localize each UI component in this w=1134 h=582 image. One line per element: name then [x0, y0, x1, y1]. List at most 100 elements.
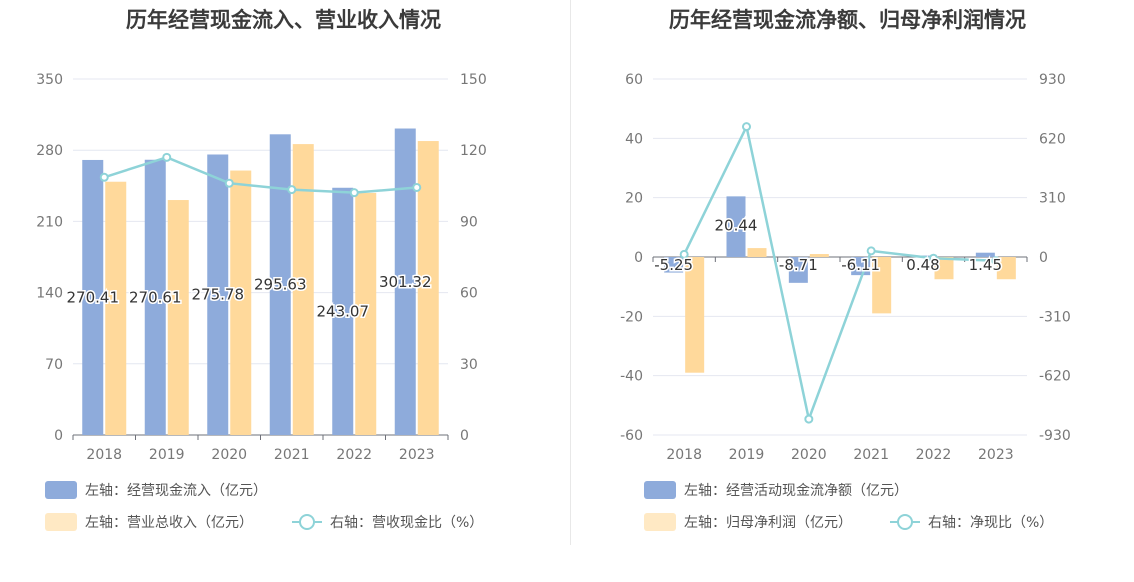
ratio-point	[412, 182, 422, 192]
bar-blue	[975, 252, 995, 257]
ratio-point	[929, 253, 938, 263]
y-tick-left: 0	[634, 250, 643, 266]
data-label: -6.11	[841, 256, 880, 274]
legend-swatch-orange	[644, 513, 676, 531]
y-tick-left: -60	[620, 428, 643, 444]
bar-orange	[355, 192, 377, 435]
data-label: 270.61	[129, 288, 182, 306]
left-chart-svg: 0 0 70 30 140 60 210 90 280 120 350 150 2018 2019 2020…	[36, 72, 487, 463]
bar-orange	[167, 200, 189, 435]
ratio-point	[866, 246, 876, 256]
y-tick-left: 210	[36, 214, 63, 230]
chart-title-right: 历年经营现金流净额、归母净利润情况	[669, 8, 1026, 32]
y-tick-left: 280	[36, 143, 63, 159]
y-tick-right: 930	[1039, 72, 1066, 88]
y-tick-left: 140	[36, 286, 63, 302]
y-tick-left: 70	[45, 357, 63, 373]
legend-item-ratio[interactable]: 右轴：营收现金比（%）	[292, 512, 483, 532]
right-chart-panel: 历年经营现金流净额、归母净利润情况 -60 -930 -40 -620 -20 -310 0…	[567, 0, 1134, 582]
data-label: 275.78	[192, 286, 245, 304]
bar-blue	[332, 187, 354, 435]
y-tick-right: 90	[460, 214, 478, 230]
bar-orange	[809, 254, 829, 257]
bar-blue	[394, 128, 416, 435]
y-tick-right: 120	[460, 143, 487, 159]
ratio-point	[224, 178, 234, 188]
chart-title-left: 历年经营现金流入、营业收入情况	[126, 8, 441, 32]
legend-swatch-blue	[644, 481, 676, 499]
y-tick-left: -40	[620, 369, 643, 385]
y-tick-right: 620	[1039, 131, 1066, 147]
y-tick-left: 0	[54, 428, 63, 444]
x-tick-label: 2018	[86, 447, 122, 463]
ratio-point	[742, 122, 751, 132]
bar-blue	[82, 159, 104, 435]
data-label: -5.25	[654, 256, 693, 274]
y-tick-right: 60	[460, 286, 478, 302]
bar-orange	[747, 248, 767, 257]
legend-line-icon	[292, 513, 322, 531]
x-tick-label: 2022	[916, 447, 952, 463]
bar-blue	[726, 196, 746, 257]
legend-item-net-cashflow[interactable]: 左轴：经营活动现金流净额（亿元）	[644, 480, 908, 500]
legend-line-icon	[890, 513, 920, 531]
bar-blue	[144, 159, 166, 435]
bar-blue	[664, 257, 684, 273]
legend-item-net-ratio[interactable]: 右轴：净现比（%）	[890, 512, 1053, 532]
data-label: 295.63	[254, 276, 307, 294]
ratio-point	[991, 256, 1001, 266]
bar-orange	[872, 257, 892, 314]
ratio-point	[287, 185, 297, 195]
y-tick-right: 0	[1039, 250, 1048, 266]
y-tick-left: 20	[625, 191, 643, 207]
bar-orange	[934, 257, 954, 280]
legend-item-revenue[interactable]: 左轴：营业总收入（亿元）	[45, 512, 253, 532]
y-tick-right: 0	[460, 428, 469, 444]
x-tick-label: 2020	[211, 447, 247, 463]
data-label: 1.45	[969, 256, 1002, 274]
data-label: 301.32	[379, 273, 432, 291]
y-tick-right: 150	[460, 72, 487, 88]
bar-orange	[996, 257, 1016, 280]
legend-item-inflow[interactable]: 左轴：经营现金流入（亿元）	[45, 480, 267, 500]
bar-blue	[851, 257, 871, 276]
bar-blue	[788, 257, 808, 283]
legend-swatch-orange	[45, 513, 77, 531]
y-tick-left: 350	[36, 72, 63, 88]
bar-blue	[269, 134, 291, 435]
legend-label: 左轴：经营现金流入（亿元）	[85, 483, 267, 499]
left-chart-panel: 历年经营现金流入、营业收入情况 0 0 70 30 140 60 210 90 280 120 35…	[36, 8, 487, 532]
ratio-line	[103, 155, 417, 194]
bar-orange	[417, 141, 439, 435]
ratio-point	[349, 188, 359, 198]
y-tick-left: 40	[625, 131, 643, 147]
y-tick-left: -20	[620, 309, 643, 325]
ratio-point	[99, 172, 109, 182]
x-tick-label: 2022	[336, 447, 372, 463]
ratio-point	[162, 152, 172, 162]
legend-swatch-blue	[45, 481, 77, 499]
ratio-point	[679, 249, 689, 259]
right-chart-svg: -60 -930 -40 -620 -20 -310 0 0 20 310 40 620 60 930 20…	[620, 72, 1071, 463]
y-tick-right: -620	[1039, 369, 1071, 385]
bar-blue	[207, 154, 229, 435]
legend-label: 右轴：营收现金比（%）	[330, 515, 484, 531]
legend-label: 左轴：经营活动现金流净额（亿元）	[684, 483, 908, 499]
x-tick-label: 2019	[729, 447, 765, 463]
bar-orange	[105, 181, 127, 435]
legend-label: 左轴：营业总收入（亿元）	[85, 515, 253, 531]
bar-orange	[292, 144, 314, 435]
ratio-point	[804, 414, 814, 424]
ratio-line	[683, 122, 996, 424]
data-label: 270.41	[67, 288, 120, 306]
x-tick-label: 2019	[149, 447, 185, 463]
y-tick-left: 60	[625, 72, 643, 88]
x-tick-label: 2020	[791, 447, 827, 463]
bar-orange	[230, 170, 252, 436]
data-label: 0.48	[906, 256, 939, 274]
x-tick-label: 2023	[978, 447, 1014, 463]
x-tick-label: 2021	[274, 447, 310, 463]
x-tick-label: 2021	[853, 447, 889, 463]
legend-label: 左轴：归母净利润（亿元）	[684, 515, 852, 531]
legend-item-net-profit[interactable]: 左轴：归母净利润（亿元）	[644, 512, 852, 532]
